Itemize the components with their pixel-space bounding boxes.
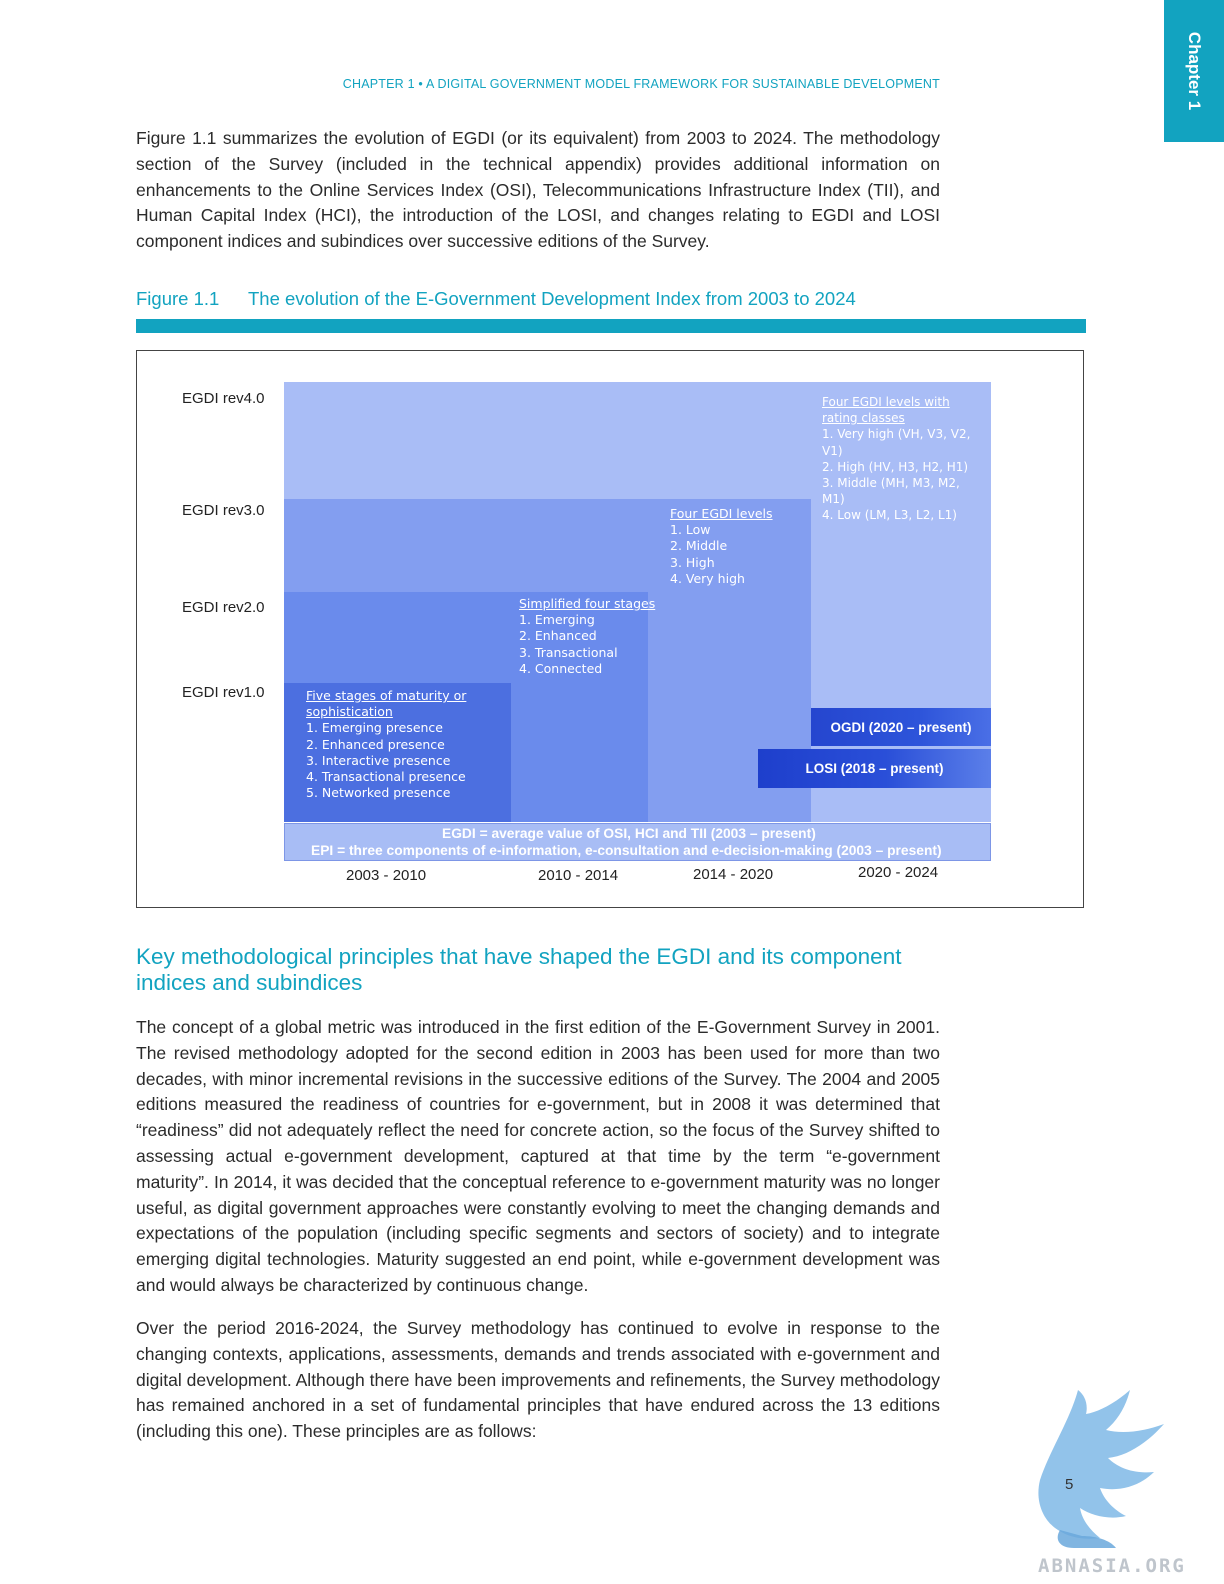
period-label: 2003 - 2010 <box>346 867 427 884</box>
figure-caption: Figure 1.1 The evolution of the E-Governm… <box>136 288 856 310</box>
band-item: 1. Low <box>670 522 711 538</box>
intro-paragraph: Figure 1.1 summarizes the evolution of E… <box>136 128 940 252</box>
rev-label-1: EGDI rev1.0 <box>182 684 265 701</box>
rev-label-3: EGDI rev3.0 <box>182 502 265 519</box>
band-item: 4. Low (LM, L3, L2, L1) <box>822 508 957 523</box>
figure-number: Figure 1.1 <box>136 288 220 309</box>
band-item: 4. Connected <box>519 660 603 676</box>
watermark-text: ABNASIA.ORG <box>1038 1555 1186 1577</box>
figure-box <box>136 350 1084 908</box>
losi-bar: LOSI (2018 – present) <box>758 749 991 788</box>
losi-label: LOSI (2018 – present) <box>805 761 944 776</box>
band-item: 2. Middle <box>670 538 728 554</box>
paragraph-3: Over the period 2016-2024, the Survey me… <box>136 1318 940 1442</box>
rev-label-2: EGDI rev2.0 <box>182 599 265 616</box>
page-number: 5 <box>1065 1476 1074 1493</box>
band-item: 3. High <box>670 554 715 570</box>
period-label: 2010 - 2014 <box>538 867 619 884</box>
band-item: 5. Networked presence <box>306 785 451 801</box>
band-label-rev4: Four EGDI levels with rating classes 1. … <box>822 394 972 524</box>
band-item: 2. Enhanced presence <box>306 736 445 752</box>
epi-definition: EPI = three components of e-information,… <box>311 843 942 858</box>
band-item: 1. Very high (VH, V3, V2, V1) <box>822 427 971 458</box>
band-item: 1. Emerging <box>519 612 595 628</box>
paragraph-2: The concept of a global metric was intro… <box>136 1017 940 1295</box>
band-item: 3. Transactional <box>519 644 618 660</box>
band-item: 4. Very high <box>670 570 745 586</box>
section-heading: Key methodological principles that have … <box>136 944 902 995</box>
band-label-rev2: Simplified four stages 1. Emerging 2. En… <box>519 596 659 677</box>
chapter-tab: Chapter 1 <box>1164 0 1224 142</box>
band-title: Four EGDI levels <box>670 506 773 521</box>
period-label: 2014 - 2020 <box>693 866 774 883</box>
egdi-definition-bar: EGDI = average value of OSI, HCI and TII… <box>284 823 991 861</box>
band-item: 4. Transactional presence <box>306 769 466 785</box>
running-header: CHAPTER 1 • A DIGITAL GOVERNMENT MODEL F… <box>342 77 940 91</box>
band-rev1 <box>284 683 511 822</box>
band-item: 2. High (HV, H3, H2, H1) <box>822 459 969 474</box>
band-item: 1. Emerging presence <box>306 720 443 736</box>
rev-label-4: EGDI rev4.0 <box>182 390 265 407</box>
band-title: Four EGDI levels with rating classes <box>822 395 950 426</box>
period-label: 2020 - 2024 <box>858 864 939 881</box>
band-label-rev3: Four EGDI levels 1. Low 2. Middle 3. Hig… <box>670 506 810 587</box>
band-item: 3. Middle (MH, M3, M2, M1) <box>822 476 960 507</box>
band-title: Simplified four stages <box>519 596 656 611</box>
ogdi-bar: OGDI (2020 – present) <box>811 708 991 746</box>
figure-title: The evolution of the E-Government Develo… <box>248 288 856 309</box>
band-item: 2. Enhanced <box>519 628 597 644</box>
ogdi-label: OGDI (2020 – present) <box>830 719 972 735</box>
figure-rule <box>136 319 1086 333</box>
chapter-tab-label: Chapter 1 <box>1185 31 1204 111</box>
band-title: Five stages of maturity or sophisticatio… <box>306 688 467 720</box>
griffin-watermark-icon <box>1038 1390 1164 1548</box>
band-item: 3. Interactive presence <box>306 752 451 768</box>
band-label-rev1: Five stages of maturity or sophisticatio… <box>306 688 506 801</box>
egdi-definition: EGDI = average value of OSI, HCI and TII… <box>442 826 816 841</box>
